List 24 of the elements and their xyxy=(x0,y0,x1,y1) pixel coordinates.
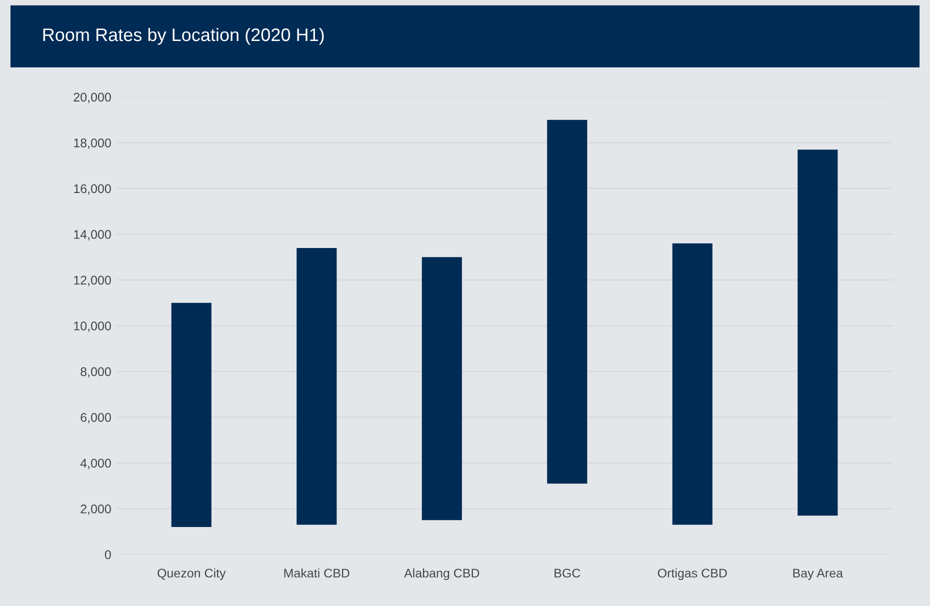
y-tick-label: 18,000 xyxy=(74,138,111,149)
y-tick-label: 14,000 xyxy=(74,230,111,240)
y-tick-label: 6,000 xyxy=(80,413,111,424)
y-tick-label: 20,000 xyxy=(74,92,111,104)
y-tick-label: 4,000 xyxy=(80,458,111,470)
bar xyxy=(547,120,588,484)
bar xyxy=(171,302,212,528)
y-tick-label: 0 xyxy=(104,550,111,560)
bar xyxy=(296,248,337,525)
bar xyxy=(672,243,712,525)
x-tick-label: Makati CBD xyxy=(284,568,350,578)
bar xyxy=(422,257,462,520)
x-tick-label: BGC xyxy=(554,568,580,578)
x-tick-label: Alabang CBD xyxy=(404,568,480,580)
chart-title: Room Rates by Location (2020 H1) xyxy=(43,28,324,45)
bar xyxy=(798,150,838,516)
y-tick-label: 2,000 xyxy=(80,504,111,515)
y-tick-label: 16,000 xyxy=(74,184,111,195)
x-tick-label: Bay Area xyxy=(793,568,844,580)
y-tick-label: 10,000 xyxy=(74,322,111,332)
y-tick-label: 8,000 xyxy=(80,367,111,378)
y-tick-label: 12,000 xyxy=(74,276,111,286)
x-tick-label: Ortigas CBD xyxy=(658,568,727,580)
x-tick-label: Quezon City xyxy=(158,568,226,580)
